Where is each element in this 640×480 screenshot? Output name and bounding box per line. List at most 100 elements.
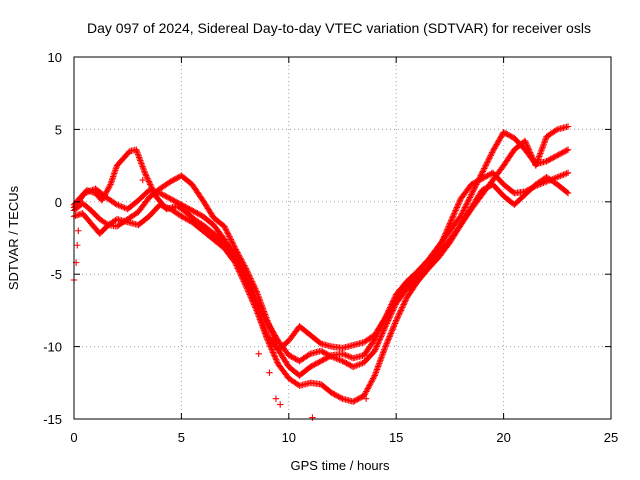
series-spikes (70, 176, 370, 421)
data-point (116, 202, 124, 210)
data-point (266, 340, 273, 347)
data-point (368, 378, 375, 385)
data-point (447, 218, 454, 226)
data-point (236, 263, 243, 271)
data-point (191, 208, 199, 216)
data-point (104, 185, 112, 192)
data-point (539, 142, 547, 149)
data-point (256, 314, 263, 322)
data-point (494, 139, 501, 147)
data-point (397, 307, 405, 314)
data-point (186, 217, 193, 224)
data-point (366, 381, 374, 388)
data-point (454, 202, 461, 210)
data-point (176, 200, 184, 208)
data-point (538, 145, 546, 153)
data-point (372, 344, 380, 352)
data-point (557, 172, 564, 180)
data-point (224, 230, 232, 237)
data-point (369, 376, 376, 384)
data-point (369, 375, 377, 382)
data-point (167, 178, 174, 185)
data-point (554, 173, 561, 181)
data-point (184, 216, 192, 224)
data-point (377, 334, 384, 342)
data-point (505, 131, 513, 139)
data-point (244, 269, 252, 276)
data-point (482, 173, 490, 180)
data-point (320, 349, 327, 356)
data-point (459, 208, 466, 216)
data-point (266, 369, 273, 376)
data-point (381, 344, 389, 352)
data-point (383, 340, 390, 347)
data-point (559, 149, 566, 156)
data-point (237, 266, 244, 274)
data-point (267, 324, 274, 331)
data-point (482, 184, 490, 192)
data-point (379, 328, 387, 336)
data-point (481, 163, 489, 171)
data-point (158, 202, 165, 209)
data-point (488, 149, 496, 156)
data-point (366, 382, 373, 389)
data-point (478, 169, 486, 177)
data-point (379, 330, 386, 337)
data-point (163, 193, 170, 200)
data-point (183, 215, 190, 223)
data-point (260, 327, 268, 334)
data-point (343, 360, 350, 367)
data-point (231, 243, 238, 250)
data-point (478, 187, 486, 194)
data-point (223, 227, 230, 234)
data-point (455, 200, 462, 207)
data-point (246, 286, 254, 294)
data-point (315, 359, 322, 366)
data-point (504, 131, 511, 138)
data-point (313, 360, 321, 367)
data-point (317, 347, 325, 355)
data-point (159, 191, 166, 198)
data-point (245, 271, 252, 278)
data-point (476, 173, 484, 181)
data-point (138, 161, 146, 169)
data-point (461, 204, 469, 211)
data-point (538, 147, 545, 154)
data-point (373, 343, 380, 350)
data-point (221, 224, 229, 232)
data-point (551, 153, 558, 161)
data-point (243, 279, 250, 287)
data-point (527, 150, 534, 158)
data-point (119, 203, 127, 211)
data-point (272, 356, 280, 363)
data-point (274, 344, 281, 352)
data-point (351, 397, 358, 405)
data-point (224, 229, 231, 236)
data-point (182, 203, 189, 211)
data-point (232, 246, 240, 253)
data-point (241, 262, 248, 269)
data-point (378, 352, 386, 359)
data-point (250, 294, 257, 301)
data-point (491, 143, 499, 151)
data-point (391, 302, 399, 310)
x-tick-label: 10 (282, 430, 296, 445)
data-point (385, 334, 393, 342)
data-point (83, 189, 90, 196)
data-point (75, 227, 82, 234)
x-tick-label: 15 (389, 430, 403, 445)
data-point (374, 364, 381, 372)
data-point (385, 315, 393, 323)
data-point (254, 302, 262, 310)
data-point (541, 139, 548, 146)
data-point (373, 366, 381, 373)
data-point (509, 188, 517, 196)
data-point (248, 289, 255, 297)
data-point (247, 288, 255, 295)
data-point (498, 133, 505, 140)
data-point (245, 284, 252, 291)
series-day-4 (70, 173, 572, 371)
data-point (536, 153, 543, 160)
data-point (352, 396, 360, 404)
data-point (535, 154, 542, 162)
